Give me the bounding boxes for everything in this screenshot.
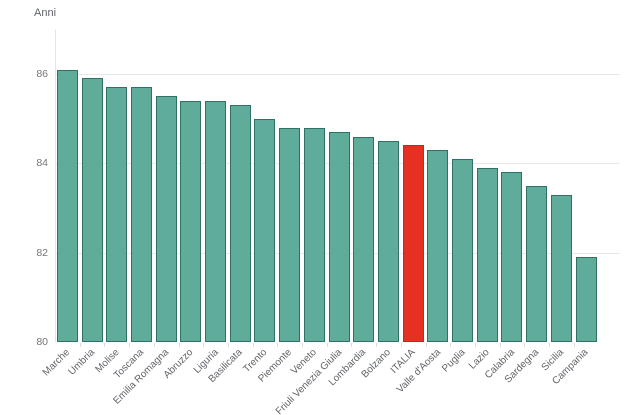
bar-campania[interactable] [575, 257, 597, 342]
bar-puglia[interactable] [452, 158, 474, 342]
y-axis-line [55, 30, 56, 342]
x-tick [425, 343, 427, 347]
x-tick [474, 343, 476, 347]
bar-friuli-venezia-giulia[interactable] [328, 132, 350, 342]
bar-toscana[interactable] [130, 87, 152, 342]
x-tick [351, 343, 353, 347]
x-tick [450, 343, 452, 347]
y-tick-label-82: 82 [36, 246, 48, 259]
x-tick [178, 343, 180, 347]
x-label-puglia: Puglia [439, 347, 468, 375]
x-label-marche: Marche [40, 347, 73, 379]
bar-basilicata[interactable] [229, 105, 251, 342]
bar-sardegna[interactable] [526, 185, 548, 342]
x-tick [524, 343, 526, 347]
y-tick-label-80: 80 [36, 336, 48, 348]
x-tick [227, 343, 229, 347]
bar-valle-d-aosta[interactable] [427, 149, 449, 342]
x-tick [104, 343, 106, 347]
x-tick [573, 343, 575, 347]
bar-sicilia[interactable] [550, 194, 572, 342]
bar-lombardia[interactable] [353, 136, 375, 342]
y-axis-title: Anni [34, 7, 57, 19]
bar-trento[interactable] [254, 118, 276, 342]
x-tick [129, 343, 131, 347]
x-tick [252, 343, 254, 347]
bar-piemonte[interactable] [279, 127, 301, 342]
bar-lazio[interactable] [476, 167, 498, 342]
bar-umbria[interactable] [81, 78, 103, 342]
x-tick [79, 343, 81, 347]
x-tick [203, 343, 205, 347]
x-tick [400, 343, 402, 347]
bar-abruzzo[interactable] [180, 100, 202, 342]
y-tick-label-86: 86 [36, 67, 48, 80]
x-tick [153, 343, 155, 347]
bar-calabria[interactable] [501, 172, 523, 342]
bar-bolzano[interactable] [377, 140, 399, 342]
x-tick [376, 343, 378, 347]
gridline-y-86 [55, 73, 620, 75]
bar-italia[interactable] [402, 145, 424, 342]
x-tick [302, 343, 303, 347]
x-tick [326, 343, 328, 347]
y-tick-label-84: 84 [36, 157, 48, 170]
x-label-umbria: Umbria [66, 347, 97, 378]
bar-emilia-romagna[interactable] [155, 96, 177, 342]
x-tick [277, 343, 279, 347]
bar-molise[interactable] [106, 87, 128, 342]
x-tick [499, 343, 501, 347]
x-tick [549, 343, 550, 347]
bar-veneto[interactable] [303, 127, 325, 342]
bar-liguria[interactable] [205, 100, 227, 342]
bar-marche[interactable] [56, 69, 78, 342]
